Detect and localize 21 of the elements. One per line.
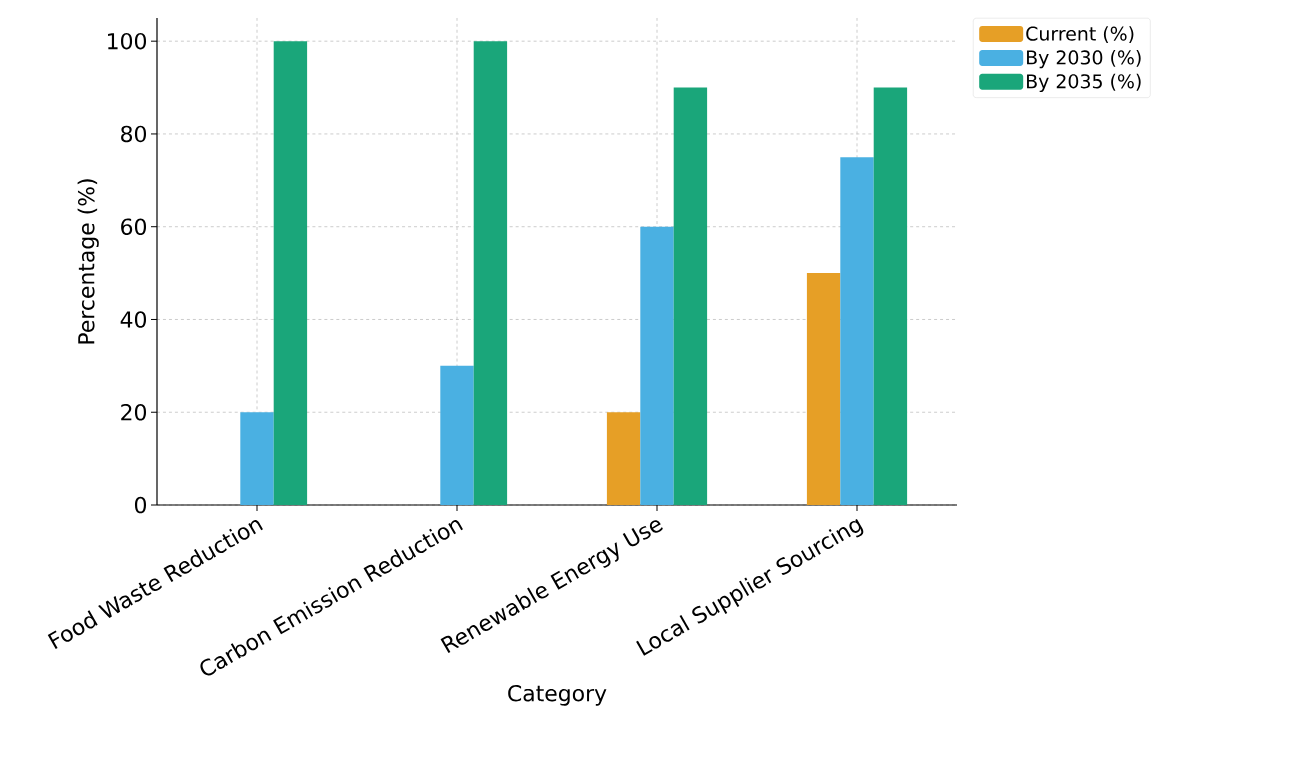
bar [240,412,274,505]
bar [606,412,641,505]
y-tick-label: 60 [121,218,147,235]
y-axis-title: Percentage (%) [77,179,99,344]
x-axis-title: Category [508,684,607,706]
y-tick-label: 80 [121,125,147,143]
bar [840,157,874,505]
y-tick-label: 20 [121,403,147,421]
bar [473,41,508,505]
bar [273,41,308,505]
bar [440,365,474,505]
legend-label: By 2030 (%) [1027,49,1141,69]
bar [873,87,908,505]
y-tick-label: 40 [120,311,147,328]
bar [673,87,708,505]
bar [806,273,841,505]
bar [640,226,674,505]
legend-label: By 2035 (%) [1027,73,1141,93]
y-tick-label: 0 [134,496,147,514]
legend-label: Current (%) [1026,26,1134,44]
y-tick-label: 100 [108,32,147,50]
